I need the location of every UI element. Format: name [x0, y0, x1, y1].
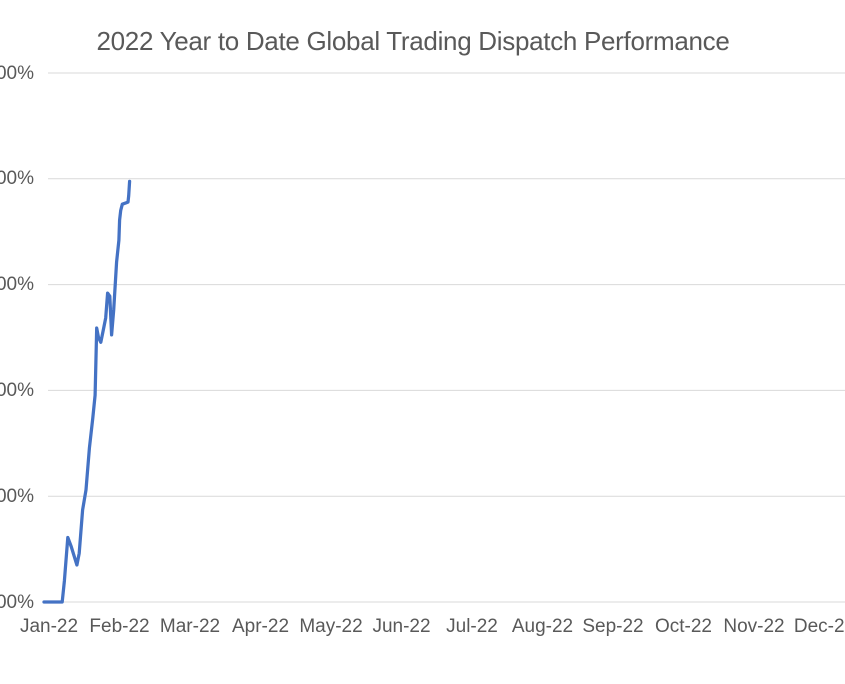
x-tick-label: Jun-22 — [372, 616, 431, 637]
y-tick-label: 800.00% — [0, 168, 34, 190]
y-tick-label: 400.00% — [0, 379, 34, 401]
y-tick-label: 600.00% — [0, 274, 34, 296]
series-line — [42, 179, 132, 604]
y-tick-label: 200.00% — [0, 485, 34, 507]
x-tick-label: Jan-22 — [19, 616, 79, 637]
y-tick-label: 1000.00% — [0, 62, 34, 84]
x-tick-label: Nov-22 — [723, 616, 785, 637]
x-tick-label: Dec-22 — [793, 616, 845, 637]
x-tick-label: May-22 — [299, 616, 363, 637]
chart-title: 2022 Year to Date Global Trading Dispatc… — [96, 26, 730, 56]
x-tick-label: Jul-22 — [446, 616, 498, 637]
x-tick-label: Feb-22 — [89, 616, 150, 637]
x-tick-label: Mar-22 — [159, 616, 221, 637]
x-tick-label: Apr-22 — [231, 616, 290, 637]
x-tick-label: Oct-22 — [654, 616, 713, 637]
y-tick-label: 0.00% — [0, 591, 34, 613]
x-tick-label: Sep-22 — [582, 616, 644, 637]
x-tick-label: Aug-22 — [511, 616, 574, 637]
